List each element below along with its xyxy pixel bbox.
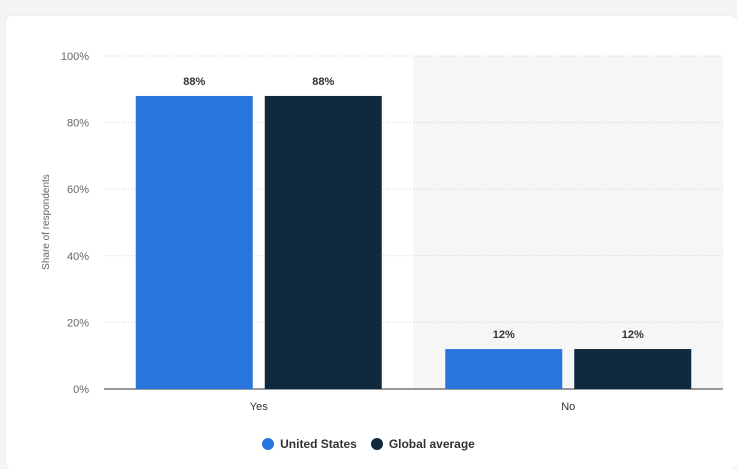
y-tick-label: 0% — [73, 384, 89, 396]
y-tick-label: 60% — [67, 184, 89, 196]
y-tick-label: 40% — [67, 251, 89, 263]
x-tick-label: No — [561, 401, 575, 413]
data-label: 88% — [183, 76, 205, 88]
x-tick-label: Yes — [250, 401, 268, 413]
y-axis-label: Share of respondents — [41, 174, 52, 270]
y-tick-label: 20% — [67, 317, 89, 329]
legend-label-united-states: United States — [280, 437, 357, 451]
data-label: 12% — [493, 329, 515, 341]
data-label: 12% — [622, 329, 644, 341]
legend-item-united-states[interactable]: United States — [262, 437, 357, 451]
y-tick-label: 100% — [61, 51, 89, 63]
category-highlight-band — [413, 56, 723, 389]
y-tick-label: 80% — [67, 118, 89, 130]
legend-label-global-average: Global average — [388, 437, 475, 451]
legend-swatch-united-states — [262, 438, 275, 450]
bar-global-average-no[interactable] — [574, 349, 692, 389]
legend-item-global-average[interactable]: Global average — [370, 437, 475, 451]
legend: United States Global average — [0, 437, 737, 451]
bar-united-states-no[interactable] — [445, 349, 563, 389]
bar-united-states-yes[interactable] — [135, 95, 253, 390]
legend-swatch-global-average — [370, 438, 383, 450]
data-label: 88% — [312, 76, 334, 88]
bar-global-average-yes[interactable] — [264, 95, 382, 390]
